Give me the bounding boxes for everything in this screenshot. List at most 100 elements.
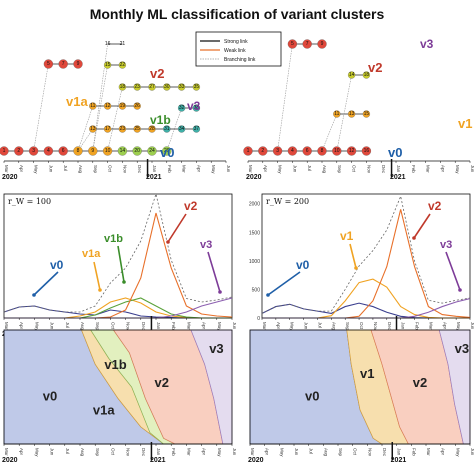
month-tick-label: Feb xyxy=(415,322,420,330)
cluster-node xyxy=(332,146,342,156)
cluster-node xyxy=(132,146,142,156)
month-tick-label: Jul xyxy=(65,448,70,454)
annotation-arrowhead xyxy=(218,290,222,294)
month-tick-label: Jun xyxy=(232,322,237,330)
month-tick-label: Aug xyxy=(323,448,328,457)
cluster-node xyxy=(103,61,112,69)
cluster-node-label: 9 xyxy=(91,148,94,154)
series-line-total xyxy=(3,192,233,313)
cluster-node xyxy=(102,146,113,156)
variant-label-v0: v0 xyxy=(50,258,64,272)
cluster-node-label: 12 xyxy=(349,148,355,154)
cluster-node-label: 24 xyxy=(149,148,155,154)
cluster-node xyxy=(118,102,127,110)
month-tick-label: May xyxy=(34,322,39,331)
cluster-node-label: 15 xyxy=(105,62,111,68)
cluster-node-label: 27 xyxy=(149,84,155,90)
cluster-node xyxy=(133,125,141,133)
variant-label-v2: v2 xyxy=(368,60,382,75)
cluster-node-label: 1 xyxy=(247,148,250,154)
year-label: 2020 xyxy=(2,174,18,181)
month-tick-label: May xyxy=(279,448,284,457)
cluster-node-label: 2 xyxy=(261,148,264,154)
cluster-node xyxy=(58,146,68,156)
month-tick-label: May xyxy=(290,322,295,331)
month-tick-label: Apr xyxy=(263,165,268,173)
month-tick-label: Oct xyxy=(110,448,115,456)
month-tick-label: Nov xyxy=(122,165,127,174)
month-tick-label: Apr xyxy=(196,165,201,173)
month-tick-label: May xyxy=(34,165,39,174)
cluster-node xyxy=(118,125,127,133)
month-tick-label: Mar xyxy=(428,322,433,330)
cluster-node-label: 8 xyxy=(321,148,324,154)
month-tick-label: Aug xyxy=(78,165,83,174)
month-tick-label: Apr xyxy=(440,165,445,173)
month-tick-label: Jan xyxy=(156,448,161,456)
month-tick-label: Feb xyxy=(171,448,176,456)
cluster-node-label: 34 xyxy=(179,126,185,132)
month-tick-label: Dec xyxy=(137,165,142,174)
cluster-node-label: 18 xyxy=(364,72,370,78)
month-tick-label: Apr xyxy=(442,322,447,330)
year-label: 2021 xyxy=(150,457,166,464)
cluster-node xyxy=(346,146,357,156)
branching-link xyxy=(92,64,108,152)
cluster-node xyxy=(43,146,54,156)
annotation-arrowhead xyxy=(32,293,36,297)
branching-link xyxy=(107,86,123,152)
month-tick-label: Nov xyxy=(367,448,372,457)
cluster-node-label: 25 xyxy=(134,126,140,132)
variant-label-v1b: v1b xyxy=(104,357,126,372)
variant-label-v2: v2 xyxy=(150,66,164,81)
month-tick-label: Sep xyxy=(95,322,100,331)
cluster-node xyxy=(118,83,127,91)
cluster-node-label: 4 xyxy=(291,148,294,154)
year-label: 2020 xyxy=(248,457,264,464)
branching-link xyxy=(321,113,338,152)
cluster-node-label: 35 xyxy=(194,84,200,90)
month-tick-label: Oct xyxy=(110,322,115,330)
annotation-arrowhead xyxy=(458,288,462,292)
cluster-node xyxy=(243,146,253,156)
month-tick-label: Jun xyxy=(50,322,55,330)
month-tick-label: Aug xyxy=(331,322,336,331)
annotation-arrow xyxy=(349,243,357,269)
month-tick-label: Dec xyxy=(141,448,146,457)
variant-label-v1b: v1b xyxy=(104,233,123,245)
month-tick-label: Jun xyxy=(304,322,309,330)
variant-label-v1b: v1b xyxy=(150,113,171,127)
month-tick-label: May xyxy=(34,448,39,457)
variant-label-v2: v2 xyxy=(154,375,168,390)
y-tick-label: 1500 xyxy=(249,230,260,236)
cluster-node xyxy=(117,146,128,156)
annotation-arrow xyxy=(413,213,431,239)
month-tick-label: May xyxy=(217,322,222,331)
month-tick-label: Apr xyxy=(19,165,24,173)
month-tick-label: Mar xyxy=(250,448,255,456)
y-tick-label: 0 xyxy=(257,316,260,322)
annotation-arrow xyxy=(207,251,221,293)
month-tick-label: May xyxy=(211,165,216,174)
cluster-node-label: 11 xyxy=(90,103,95,109)
rw-parameter-label: r_W = 200 xyxy=(266,197,309,206)
month-tick-label: Apr xyxy=(441,448,446,456)
variant-label-v2: v2 xyxy=(184,199,198,213)
cluster-node xyxy=(103,102,112,110)
month-tick-label: Feb xyxy=(411,448,416,456)
cluster-node-label: 21 xyxy=(120,41,126,47)
month-tick-label: Jun xyxy=(226,165,231,173)
cluster-node xyxy=(333,110,341,118)
variant-label-v0: v0 xyxy=(160,145,174,160)
cluster-node xyxy=(192,104,201,112)
year-label: 2020 xyxy=(246,174,262,181)
month-tick-label: Dec xyxy=(387,322,392,331)
cluster-node xyxy=(347,71,356,79)
month-tick-label: Jun xyxy=(294,448,299,456)
month-tick-label: Jan xyxy=(152,165,157,173)
bottom-right-area-plot: v0 v1 v2 v3 Mar Apr May Jun Jul Aug Sep Oct Nov Dec Ja… xyxy=(248,329,474,464)
cluster-node-label: 26 xyxy=(134,103,140,109)
month-tick-label: Jul xyxy=(307,165,312,171)
branching-link xyxy=(336,74,352,152)
